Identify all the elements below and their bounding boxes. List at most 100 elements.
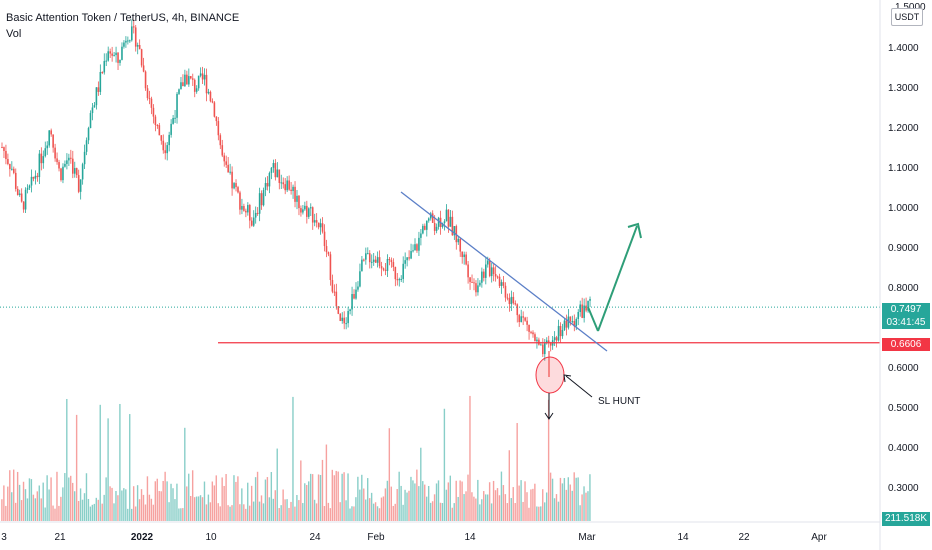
candle-body	[412, 250, 414, 252]
candle-body	[481, 271, 483, 283]
candle-body	[176, 93, 178, 118]
projection-arrow-start	[587, 306, 599, 332]
volume-bar	[536, 506, 538, 521]
candle-body	[178, 89, 180, 94]
volume-bar	[174, 499, 176, 521]
volume-bar	[131, 508, 133, 521]
candle-body	[319, 223, 322, 228]
candle-body	[241, 206, 243, 210]
volume-bar	[270, 472, 273, 521]
volume-indicator-label[interactable]: Vol	[6, 28, 22, 40]
volume-bar	[565, 489, 568, 521]
volume-bar	[524, 481, 526, 521]
volume-bar	[75, 414, 78, 521]
volume-bar	[498, 495, 501, 521]
currency-button[interactable]: USDT	[891, 8, 923, 26]
volume-bar	[571, 490, 573, 521]
volume-bar	[392, 505, 394, 521]
volume-bar	[113, 503, 115, 521]
candle-body	[309, 207, 312, 209]
volume-bar	[579, 505, 581, 521]
candle-body	[349, 309, 351, 312]
candle-body	[245, 210, 247, 213]
candle-body	[544, 343, 546, 355]
candle-body	[461, 251, 463, 258]
volume-bar	[38, 485, 40, 521]
candle-body	[575, 319, 578, 327]
volume-bar	[561, 483, 564, 521]
candle-body	[34, 175, 37, 179]
candle-body	[329, 254, 332, 281]
candle-body	[197, 75, 200, 89]
price-tick-label: 0.3000	[888, 483, 919, 494]
volume-bar	[479, 504, 481, 521]
support-price-badge: 0.6606	[882, 338, 930, 351]
candle-body	[286, 180, 288, 191]
candle-body	[256, 212, 259, 214]
volume-bar	[337, 471, 339, 521]
volume-bar	[443, 408, 446, 521]
candle-body	[545, 340, 548, 344]
candle-body	[209, 91, 212, 102]
volume-bar	[426, 496, 428, 521]
volume-bar	[361, 474, 363, 521]
time-tick-label: Mar	[578, 532, 596, 543]
candle-body	[302, 209, 304, 213]
volume-bar	[152, 504, 155, 521]
candle-body	[138, 45, 141, 50]
volume-bar	[551, 478, 554, 521]
volume-bar	[294, 506, 296, 521]
volume-bar	[502, 485, 505, 521]
volume-bar	[123, 488, 125, 521]
volume-bar	[28, 478, 31, 521]
candle-body	[514, 303, 517, 305]
candle-body	[18, 193, 21, 195]
candle-body	[119, 59, 121, 63]
volume-bar	[93, 503, 96, 521]
candle-body	[404, 260, 406, 264]
volume-bar	[56, 471, 58, 521]
time-tick-label: 3	[1, 532, 7, 543]
volume-bar	[81, 499, 84, 521]
volume-bar	[24, 489, 27, 521]
volume-bar	[245, 508, 247, 521]
volume-bar	[274, 490, 276, 521]
volume-bar	[73, 491, 76, 521]
candle-body	[258, 193, 261, 214]
candle-body	[414, 244, 416, 251]
candle-body	[158, 125, 161, 136]
candle-body	[142, 65, 145, 72]
volume-bar	[107, 418, 109, 521]
candle-body	[557, 325, 560, 341]
candle-body	[146, 88, 149, 99]
volume-bar	[9, 470, 11, 521]
candle-body	[313, 220, 316, 223]
volume-bar	[587, 491, 589, 521]
candle-body	[382, 268, 385, 270]
candle-body	[227, 164, 229, 173]
candle-body	[530, 331, 532, 333]
candle-body	[42, 156, 45, 164]
volume-bar	[247, 482, 249, 521]
volume-bar	[138, 499, 141, 521]
candle-body	[524, 317, 526, 321]
volume-bar	[85, 473, 88, 521]
volume-bar	[182, 508, 184, 521]
volume-bar	[380, 497, 383, 521]
candle-body	[351, 294, 353, 310]
candle-body	[66, 160, 68, 164]
volume-bar	[309, 473, 312, 521]
candle-body	[410, 251, 412, 259]
volume-bar	[199, 495, 202, 521]
volume-bar	[485, 494, 487, 521]
candle-body	[148, 98, 151, 100]
candle-body	[433, 222, 436, 231]
candle-body	[372, 259, 375, 262]
volume-bar	[581, 494, 583, 521]
volume-bar	[321, 459, 324, 521]
volume-bar	[363, 488, 365, 521]
volume-bar	[398, 471, 400, 521]
candle-body	[79, 179, 82, 192]
candle-body	[22, 201, 25, 210]
